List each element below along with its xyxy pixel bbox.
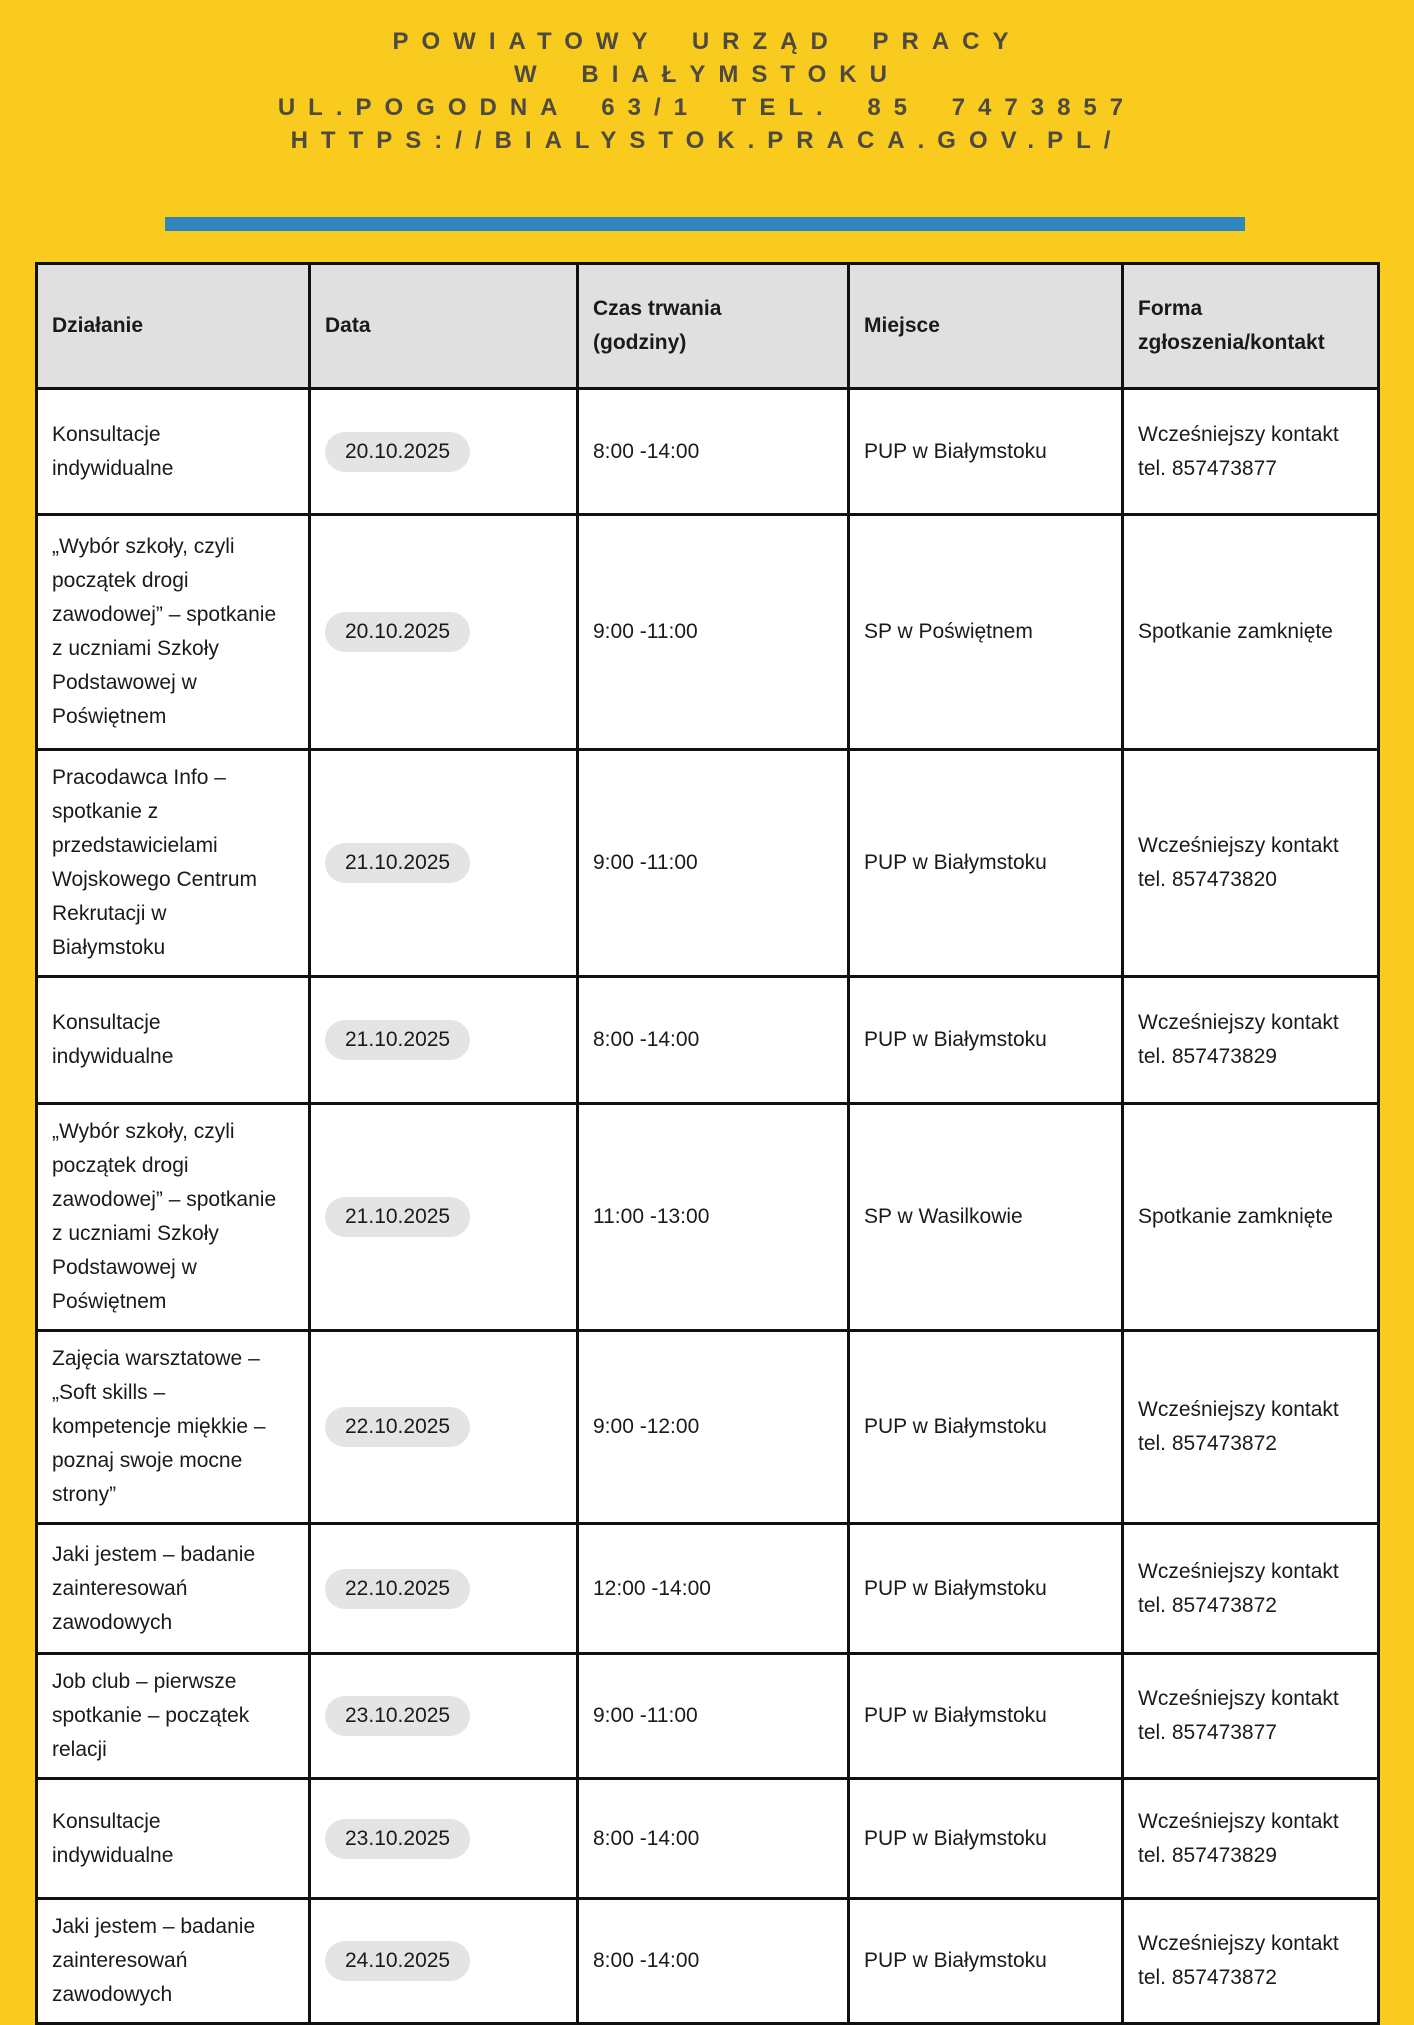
time-cell: 12:00 -14:00 xyxy=(576,1522,850,1655)
action-cell: „Wybór szkoły, czyli początek drogi zawo… xyxy=(35,513,311,751)
date-pill: 21.10.2025 xyxy=(325,1197,471,1237)
date-pill: 20.10.2025 xyxy=(325,431,471,472)
letterhead-line-city: W BIAŁYMSTOKU xyxy=(514,61,900,88)
time-cell: 9:00 -12:00 xyxy=(576,1329,850,1525)
table-row: Konsultacje indywidualne 21.10.2025 8:00… xyxy=(35,975,1380,1105)
time-cell: 8:00 -14:00 xyxy=(576,975,850,1105)
letterhead-line-org-name: POWIATOWY URZĄD PRACY xyxy=(392,28,1022,55)
date-cell: 22.10.2025 xyxy=(308,1329,579,1525)
time-cell: 9:00 -11:00 xyxy=(576,1652,850,1780)
column-header-czas-trwania: Czas trwania (godziny) xyxy=(576,262,850,390)
table-row: Pracodawca Info – spotkanie z przedstawi… xyxy=(35,748,1380,978)
date-cell: 22.10.2025 xyxy=(308,1522,579,1655)
place-cell: SP w Wasilkowie xyxy=(847,1102,1124,1332)
contact-cell: Wcześniejszy kontakt tel. 857473829 xyxy=(1121,975,1380,1105)
time-cell: 8:00 -14:00 xyxy=(576,1897,850,2025)
place-cell: SP w Poświętnem xyxy=(847,513,1124,751)
table-row: Zajęcia warsztatowe – „Soft skills – kom… xyxy=(35,1329,1380,1525)
date-cell: 24.10.2025 xyxy=(308,1897,579,2025)
date-pill: 21.10.2025 xyxy=(325,843,471,883)
contact-cell: Wcześniejszy kontakt tel. 857473877 xyxy=(1121,387,1380,516)
column-header-dzialanie: Działanie xyxy=(35,262,311,390)
time-cell: 11:00 -13:00 xyxy=(576,1102,850,1332)
table-row: Jaki jestem – badanie zainteresowań zawo… xyxy=(35,1897,1380,2025)
time-cell: 9:00 -11:00 xyxy=(576,513,850,751)
column-header-forma-kontakt: Forma zgłoszenia/kontakt xyxy=(1121,262,1380,390)
contact-cell: Spotkanie zamknięte xyxy=(1121,1102,1380,1332)
contact-cell: Wcześniejszy kontakt tel. 857473872 xyxy=(1121,1522,1380,1655)
contact-cell: Wcześniejszy kontakt tel. 857473820 xyxy=(1121,748,1380,978)
table-row: „Wybór szkoły, czyli początek drogi zawo… xyxy=(35,1102,1380,1332)
table-header-row: Działanie Data Czas trwania (godziny) Mie… xyxy=(35,262,1380,390)
action-cell: Job club – pierwsze spotkanie – początek… xyxy=(35,1652,311,1780)
contact-cell: Spotkanie zamknięte xyxy=(1121,513,1380,751)
schedule-table: Działanie Data Czas trwania (godziny) Mie… xyxy=(35,262,1380,2025)
contact-cell: Wcześniejszy kontakt tel. 857473877 xyxy=(1121,1652,1380,1780)
place-cell: PUP w Białymstoku xyxy=(847,387,1124,516)
table-row: „Wybór szkoły, czyli początek drogi zawo… xyxy=(35,513,1380,751)
date-cell: 20.10.2025 xyxy=(308,387,579,516)
place-cell: PUP w Białymstoku xyxy=(847,1329,1124,1525)
table-row: Konsultacje indywidualne 20.10.2025 8:00… xyxy=(35,387,1380,516)
column-header-miejsce: Miejsce xyxy=(847,262,1124,390)
place-cell: PUP w Białymstoku xyxy=(847,1777,1124,1900)
table-row: Jaki jestem – badanie zainteresowań zawo… xyxy=(35,1522,1380,1655)
date-pill: 23.10.2025 xyxy=(325,1696,471,1736)
date-cell: 23.10.2025 xyxy=(308,1777,579,1900)
action-cell: „Wybór szkoły, czyli początek drogi zawo… xyxy=(35,1102,311,1332)
date-cell: 21.10.2025 xyxy=(308,748,579,978)
date-pill: 23.10.2025 xyxy=(325,1818,471,1859)
place-cell: PUP w Białymstoku xyxy=(847,1522,1124,1655)
place-cell: PUP w Białymstoku xyxy=(847,748,1124,978)
letterhead-line-website: HTTPS://BIALYSTOK.PRACA.GOV.PL/ xyxy=(290,127,1124,154)
action-cell: Jaki jestem – badanie zainteresowań zawo… xyxy=(35,1522,311,1655)
date-pill: 22.10.2025 xyxy=(325,1407,471,1447)
date-pill: 24.10.2025 xyxy=(325,1941,471,1981)
action-cell: Zajęcia warsztatowe – „Soft skills – kom… xyxy=(35,1329,311,1525)
accent-bar xyxy=(165,217,1245,231)
time-cell: 9:00 -11:00 xyxy=(576,748,850,978)
date-pill: 22.10.2025 xyxy=(325,1568,471,1609)
contact-cell: Wcześniejszy kontakt tel. 857473872 xyxy=(1121,1329,1380,1525)
date-cell: 23.10.2025 xyxy=(308,1652,579,1780)
contact-cell: Wcześniejszy kontakt tel. 857473872 xyxy=(1121,1897,1380,2025)
place-cell: PUP w Białymstoku xyxy=(847,1652,1124,1780)
date-cell: 20.10.2025 xyxy=(308,513,579,751)
time-cell: 8:00 -14:00 xyxy=(576,1777,850,1900)
action-cell: Konsultacje indywidualne xyxy=(35,387,311,516)
date-pill: 21.10.2025 xyxy=(325,1020,471,1060)
action-cell: Pracodawca Info – spotkanie z przedstawi… xyxy=(35,748,311,978)
action-cell: Jaki jestem – badanie zainteresowań zawo… xyxy=(35,1897,311,2025)
action-cell: Konsultacje indywidualne xyxy=(35,975,311,1105)
table-row: Job club – pierwsze spotkanie – początek… xyxy=(35,1652,1380,1780)
date-cell: 21.10.2025 xyxy=(308,1102,579,1332)
letterhead: POWIATOWY URZĄD PRACY W BIAŁYMSTOKU UL.P… xyxy=(0,0,1414,157)
contact-cell: Wcześniejszy kontakt tel. 857473829 xyxy=(1121,1777,1380,1900)
letterhead-line-address-phone: UL.POGODNA 63/1 TEL. 85 7473857 xyxy=(277,94,1137,121)
date-cell: 21.10.2025 xyxy=(308,975,579,1105)
table-row: Konsultacje indywidualne 23.10.2025 8:00… xyxy=(35,1777,1380,1900)
date-pill: 20.10.2025 xyxy=(325,612,471,652)
place-cell: PUP w Białymstoku xyxy=(847,1897,1124,2025)
time-cell: 8:00 -14:00 xyxy=(576,387,850,516)
place-cell: PUP w Białymstoku xyxy=(847,975,1124,1105)
column-header-data: Data xyxy=(308,262,579,390)
action-cell: Konsultacje indywidualne xyxy=(35,1777,311,1900)
